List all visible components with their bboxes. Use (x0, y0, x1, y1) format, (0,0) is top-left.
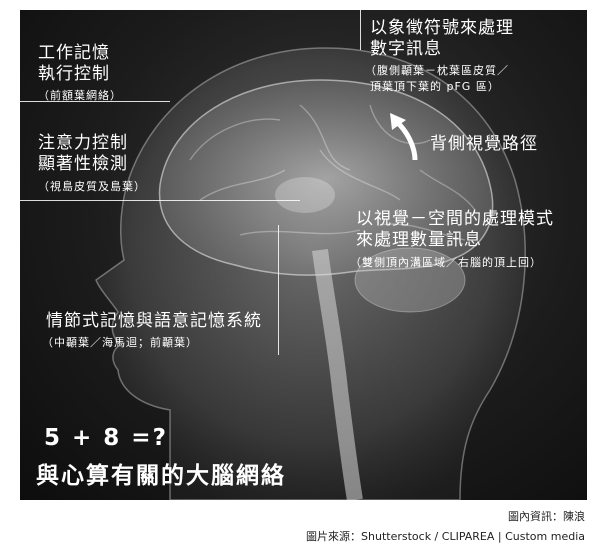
attn-title-1: 注意力控制 (38, 133, 128, 153)
attn-title-2: 顯著性檢測 (38, 154, 128, 174)
memory-title: 情節式記憶與語意記憶系統 (46, 311, 262, 331)
equation: 5 + 8 =? (44, 425, 168, 451)
credit-info: 圖內資訊：陳浪 (508, 510, 585, 523)
attn-sub: （視島皮質及島葉） (38, 180, 146, 193)
headline: 與心算有關的大腦網絡 (36, 463, 286, 489)
visuo-sub: （雙側頂內溝區域／右腦的頂上回） (350, 256, 542, 269)
memory-sub: （中顳葉／海馬迴；前顳葉） (42, 336, 198, 349)
brain-stem (312, 249, 363, 500)
symbol-sub-2: 頂葉頂下葉的 pFG 區） (370, 80, 500, 93)
exec-rule (20, 101, 170, 102)
dorsal-stream-label: 背側視覺路徑 (430, 134, 538, 154)
head-brain-illustration (95, 47, 526, 500)
visuo-title-1: 以視覺－空間的處理模式 (356, 209, 554, 229)
symbol-rule (360, 10, 361, 50)
attn-rule (20, 200, 300, 201)
visuo-title-2: 來處理數量訊息 (356, 230, 482, 250)
brain-diagram-panel: 工作記憶 執行控制 （前額葉網絡） 注意力控制 顯著性檢測 （視島皮質及島葉） … (20, 10, 587, 500)
cerebellum (354, 247, 466, 313)
symbol-title-2: 數字訊息 (370, 39, 442, 59)
symbol-title-1: 以象徵符號來處理 (370, 18, 514, 38)
exec-title-1: 工作記憶 (38, 43, 110, 63)
memory-rule (278, 225, 279, 355)
brain-shape (158, 79, 494, 276)
symbol-sub-1: （腹側顳葉－枕葉區皮質／ (365, 64, 509, 77)
credit-source: 圖片來源：Shutterstock / CLIPAREA | Custom me… (306, 530, 585, 543)
exec-sub: （前額葉網絡） (38, 89, 122, 102)
dorsal-stream-arrow (396, 121, 418, 161)
exec-title-2: 執行控制 (38, 64, 110, 84)
